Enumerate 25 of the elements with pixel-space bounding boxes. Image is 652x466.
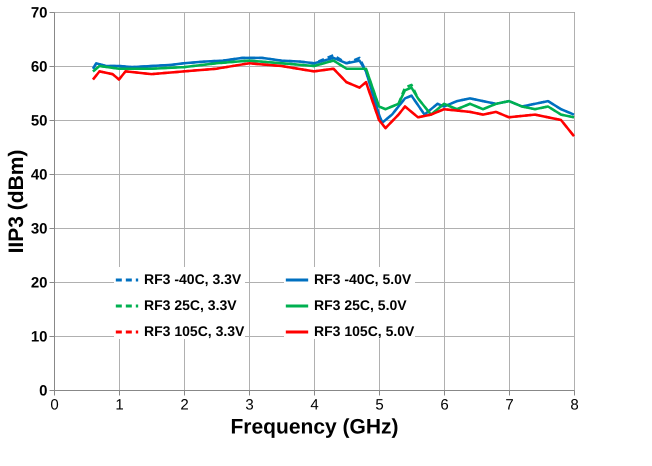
y-tick-label: 50 [30,112,48,130]
y-tick-label: 70 [30,4,48,22]
x-tick-label: 3 [245,396,254,414]
x-tick-label: 2 [180,396,189,414]
x-tick-label: 7 [505,396,514,414]
y-tick-label: 40 [30,166,48,184]
x-tick-label: 6 [440,396,449,414]
y-tick-label: 0 [39,382,48,400]
y-tick-label: 10 [30,328,48,346]
legend-label: RF3 105C, 5.0V [314,323,416,339]
x-axis-title: Frequency (GHz) [230,416,399,438]
legend-label: RF3 -40C, 5.0V [314,271,412,287]
x-tick-label: 4 [310,396,319,414]
x-tick-label: 5 [375,396,384,414]
x-tick-label: 8 [570,396,579,414]
legend-label: RF3 25C, 5.0V [314,297,408,313]
y-tick-label: 60 [30,58,48,76]
y-tick-label: 30 [30,220,48,238]
legend-label: RF3 -40C, 3.3V [144,271,242,287]
x-tick-label: 0 [50,396,59,414]
y-tick-label: 20 [30,274,48,292]
legend-label: RF3 105C, 3.3V [144,323,246,339]
legend-label: RF3 25C, 3.3V [144,297,238,313]
y-axis-title: IIP3 (dBm) [4,150,28,254]
x-tick-label: 1 [115,396,124,414]
